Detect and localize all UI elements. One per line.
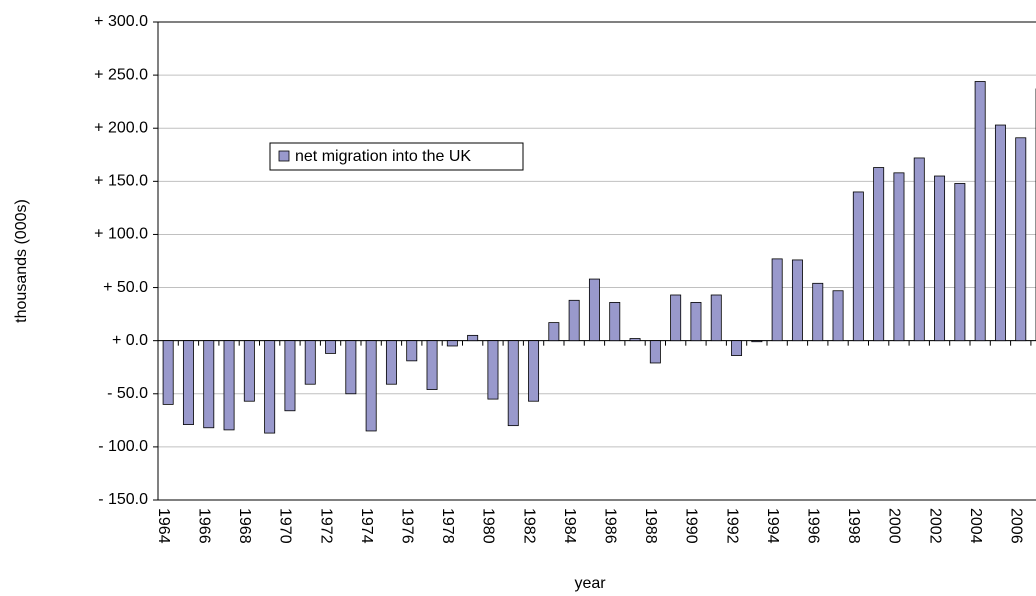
bar	[934, 175, 946, 342]
bar	[162, 340, 174, 405]
bar	[852, 191, 864, 342]
bar	[670, 294, 682, 342]
bar	[609, 302, 621, 342]
bar	[507, 340, 519, 427]
bar	[243, 340, 255, 402]
y-tick-label: - 100.0	[98, 438, 148, 455]
bar	[426, 340, 438, 390]
bar	[649, 340, 661, 364]
x-tick-label: 2000	[886, 508, 903, 544]
y-tick-label: + 250.0	[94, 66, 148, 83]
y-tick-label: + 100.0	[94, 226, 148, 243]
legend-swatch	[278, 150, 290, 162]
x-tick-label: 1980	[480, 508, 497, 544]
bar	[325, 340, 337, 354]
bar	[812, 282, 824, 342]
x-tick-label: 1998	[845, 508, 862, 544]
bar	[994, 124, 1006, 342]
bar	[284, 340, 296, 412]
bar	[690, 302, 702, 342]
y-tick-label: - 150.0	[98, 491, 148, 508]
bar	[467, 334, 479, 342]
x-tick-label: 1978	[439, 508, 456, 544]
bar	[832, 290, 844, 342]
bar	[873, 167, 885, 342]
x-tick-label: 1966	[196, 508, 213, 544]
x-tick-label: 1988	[642, 508, 659, 544]
bar	[203, 340, 215, 429]
bar	[548, 322, 560, 342]
x-tick-label: 1976	[399, 508, 416, 544]
bar	[223, 340, 235, 431]
legend-box	[269, 142, 524, 171]
bar	[406, 340, 418, 362]
bar	[568, 299, 580, 342]
bar	[264, 340, 276, 434]
bar	[791, 259, 803, 342]
legend-label: net migration into the UK	[295, 148, 471, 165]
bar	[304, 340, 316, 385]
bar	[588, 278, 600, 342]
x-tick-label: 1972	[317, 508, 334, 544]
bar	[1015, 137, 1027, 342]
bar	[710, 294, 722, 342]
x-tick-label: 1992	[723, 508, 740, 544]
bar	[385, 340, 397, 385]
bar	[345, 340, 357, 395]
x-tick-label: 1968	[236, 508, 253, 544]
y-axis-label: thousands (000s)	[13, 199, 30, 323]
x-tick-label: 1964	[155, 508, 172, 544]
bar	[365, 340, 377, 432]
bar	[954, 183, 966, 342]
y-tick-label: + 0.0	[112, 332, 148, 349]
bar	[528, 340, 540, 402]
bar	[771, 258, 783, 342]
x-tick-label: 1990	[683, 508, 700, 544]
bar	[446, 340, 458, 347]
x-tick-label: 2004	[967, 508, 984, 544]
bar	[731, 340, 743, 356]
y-tick-label: + 150.0	[94, 173, 148, 190]
x-tick-label: 1970	[277, 508, 294, 544]
x-tick-label: 1982	[520, 508, 537, 544]
y-tick-label: + 300.0	[94, 13, 148, 30]
x-tick-label: 1996	[805, 508, 822, 544]
bar	[974, 81, 986, 342]
bar	[182, 340, 194, 425]
x-axis-label: year	[574, 575, 606, 592]
x-tick-label: 2002	[926, 508, 943, 544]
bar	[913, 157, 925, 342]
y-tick-label: + 50.0	[103, 279, 148, 296]
y-tick-label: + 200.0	[94, 119, 148, 136]
bar	[751, 340, 763, 343]
bar	[629, 338, 641, 342]
x-tick-label: 1986	[602, 508, 619, 544]
y-tick-label: - 50.0	[107, 385, 148, 402]
x-tick-label: 2006	[1008, 508, 1025, 544]
bar	[893, 172, 905, 342]
x-tick-label: 1974	[358, 508, 375, 544]
x-tick-label: 1984	[561, 508, 578, 544]
x-tick-label: 1994	[764, 508, 781, 544]
bar	[487, 340, 499, 400]
